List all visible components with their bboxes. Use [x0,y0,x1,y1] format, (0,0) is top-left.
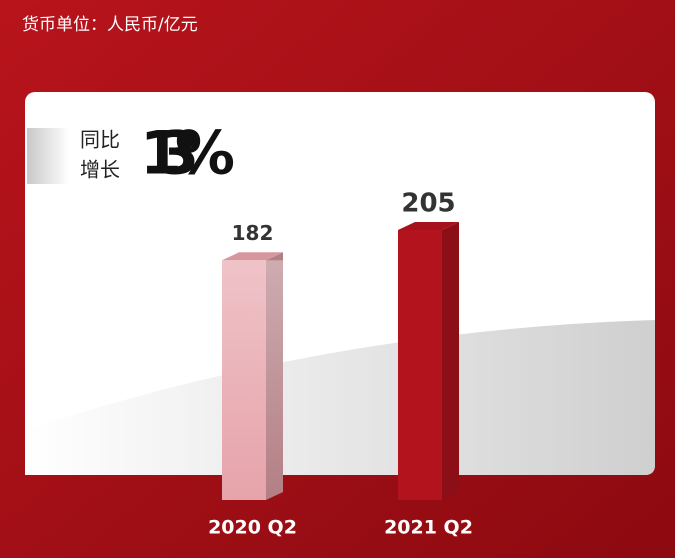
unit-note: 货币单位：人民币/亿元 [22,15,198,35]
bar-top [222,252,283,261]
bar-side [442,222,459,500]
annotation-line: 增长 [80,158,120,182]
x-tick-label: 2020 Q2 [208,517,297,539]
bar-fade [222,260,283,500]
badge [27,128,69,184]
annotation-line: 同比 [80,128,120,152]
annotation-value: 13% [140,119,235,189]
card-swoosh [25,320,655,475]
bar [398,230,442,500]
value-label: 205 [401,189,455,219]
x-tick-label: 2021 Q2 [384,517,473,539]
value-label: 182 [232,221,274,245]
bar-top [398,222,459,230]
